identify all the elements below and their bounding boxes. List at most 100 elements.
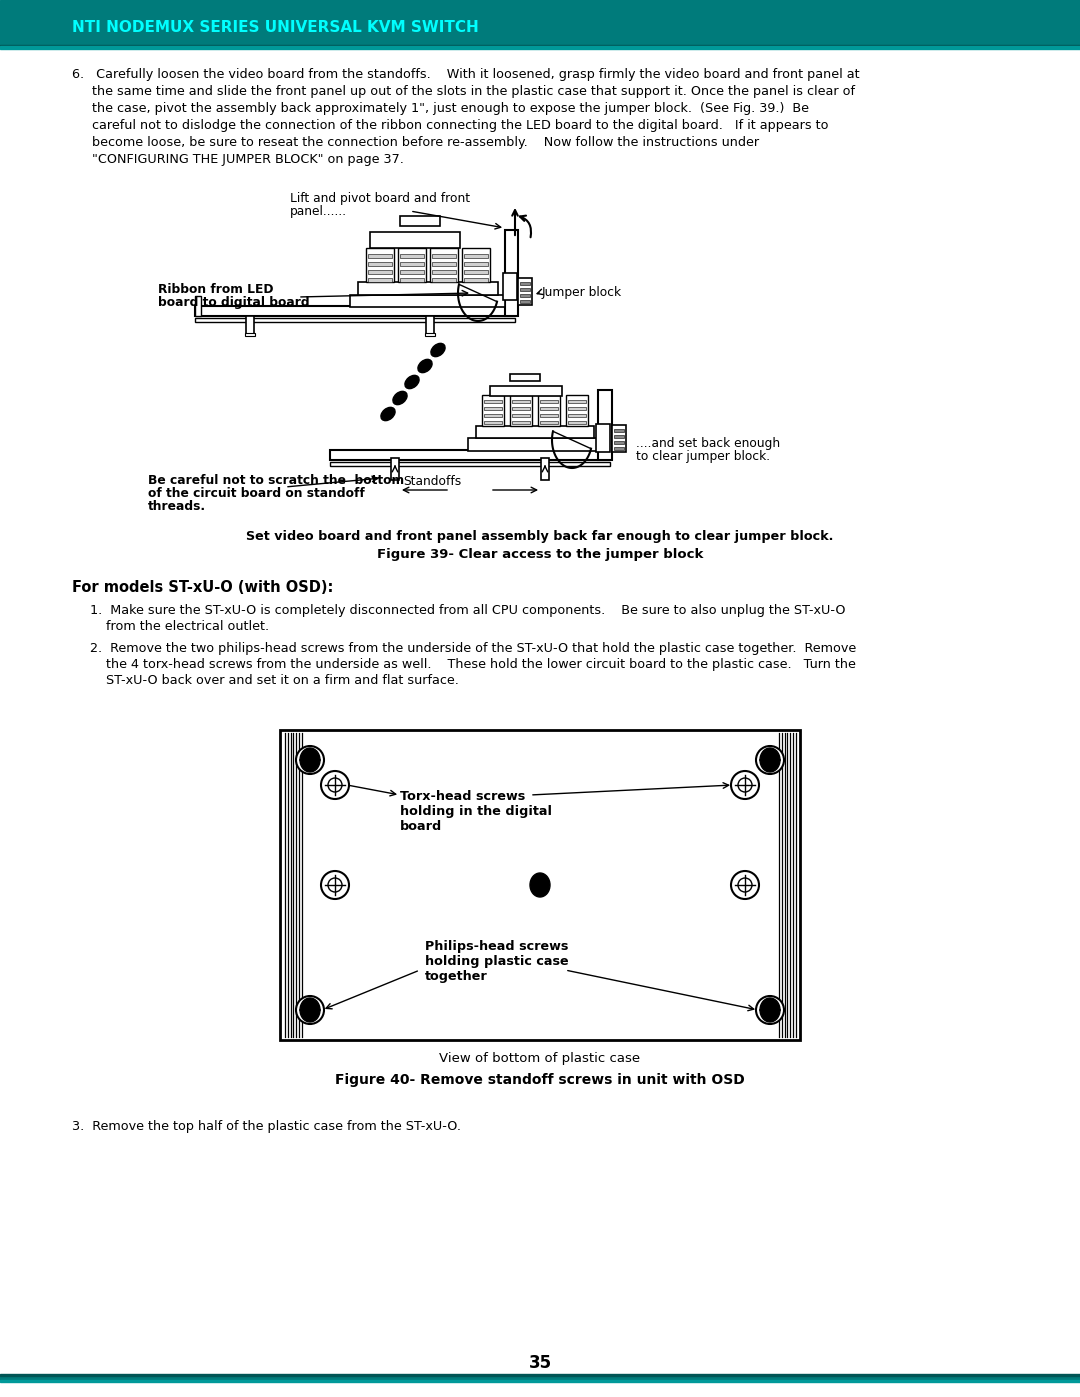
Bar	[519, 293, 530, 298]
Bar	[484, 407, 502, 409]
Text: threads.: threads.	[148, 500, 206, 513]
Text: to clear jumper block.: to clear jumper block.	[636, 450, 770, 462]
Bar	[400, 270, 424, 274]
Bar	[432, 254, 456, 258]
Bar	[195, 319, 515, 321]
Bar	[0, 0, 1080, 46]
Bar	[596, 425, 610, 453]
Circle shape	[303, 753, 318, 767]
Ellipse shape	[431, 344, 445, 356]
Bar	[245, 332, 255, 337]
Ellipse shape	[418, 359, 432, 373]
Text: Jumper block: Jumper block	[542, 286, 622, 299]
Text: from the electrical outlet.: from the electrical outlet.	[90, 620, 269, 633]
Bar	[464, 270, 488, 274]
Bar	[540, 400, 558, 402]
Bar	[503, 272, 517, 300]
Circle shape	[762, 1003, 777, 1017]
Text: Standoffs: Standoffs	[403, 475, 461, 488]
Bar	[464, 278, 488, 282]
Bar	[350, 295, 505, 307]
Text: Figure 40- Remove standoff screws in unit with OSD: Figure 40- Remove standoff screws in uni…	[335, 1073, 745, 1087]
Bar	[512, 420, 530, 425]
Bar	[357, 282, 498, 295]
Bar	[540, 420, 558, 425]
Circle shape	[296, 746, 324, 774]
Bar	[426, 316, 434, 334]
Bar	[368, 270, 392, 274]
Circle shape	[321, 870, 349, 900]
Bar	[0, 46, 1080, 49]
Text: For models ST-xU-O (with OSD):: For models ST-xU-O (with OSD):	[72, 580, 334, 595]
Bar	[464, 254, 488, 258]
Bar	[566, 395, 588, 426]
Text: NTI NODEMUX SERIES UNIVERSAL KVM SWITCH: NTI NODEMUX SERIES UNIVERSAL KVM SWITCH	[72, 21, 478, 35]
Bar	[368, 278, 392, 282]
Bar	[510, 374, 540, 381]
Circle shape	[738, 877, 752, 893]
Bar	[568, 414, 586, 416]
Text: Lift and pivot board and front: Lift and pivot board and front	[291, 191, 470, 205]
Bar	[512, 414, 530, 416]
Bar	[568, 407, 586, 409]
Bar	[484, 414, 502, 416]
Bar	[615, 441, 624, 444]
Circle shape	[762, 753, 777, 767]
Ellipse shape	[760, 997, 780, 1023]
Bar	[484, 420, 502, 425]
Bar	[368, 254, 392, 258]
Ellipse shape	[760, 747, 780, 773]
Circle shape	[328, 877, 342, 893]
Circle shape	[756, 746, 784, 774]
Bar	[280, 731, 800, 1039]
Text: the case, pivot the assembly back approximately 1", just enough to expose the ju: the case, pivot the assembly back approx…	[72, 102, 809, 115]
Circle shape	[296, 996, 324, 1024]
Text: Torx-head screws
holding in the digital
board: Torx-head screws holding in the digital …	[400, 789, 552, 833]
Ellipse shape	[381, 408, 395, 420]
Bar	[512, 400, 530, 402]
Bar	[0, 45, 1080, 47]
Text: Figure 39- Clear access to the jumper block: Figure 39- Clear access to the jumper bl…	[377, 548, 703, 562]
Text: Philips-head screws
holding plastic case
together: Philips-head screws holding plastic case…	[426, 940, 569, 983]
Text: ....and set back enough: ....and set back enough	[636, 437, 780, 450]
Bar	[519, 282, 530, 285]
Bar	[400, 217, 440, 226]
Bar	[482, 395, 504, 426]
Bar	[615, 429, 624, 432]
Bar	[432, 263, 456, 265]
Text: 6.   Carefully loosen the video board from the standoffs.    With it loosened, g: 6. Carefully loosen the video board from…	[72, 68, 860, 81]
Bar	[432, 278, 456, 282]
Bar	[0, 1380, 1080, 1382]
Bar	[426, 332, 435, 337]
Bar	[462, 249, 490, 282]
Bar	[0, 1376, 1080, 1380]
Bar	[366, 249, 394, 282]
Circle shape	[321, 771, 349, 799]
Bar	[370, 232, 460, 249]
Bar	[484, 400, 502, 402]
Text: become loose, be sure to reseat the connection before re-assembly.    Now follow: become loose, be sure to reseat the conn…	[72, 136, 759, 149]
Bar	[612, 425, 626, 453]
Text: Be careful not to scratch the  bottom: Be careful not to scratch the bottom	[148, 474, 404, 488]
Bar	[598, 390, 612, 460]
Circle shape	[738, 778, 752, 792]
Text: Ribbon from LED: Ribbon from LED	[158, 284, 273, 296]
Bar	[540, 407, 558, 409]
Bar	[246, 316, 254, 334]
Bar	[430, 249, 458, 282]
Circle shape	[731, 870, 759, 900]
Text: the 4 torx-head screws from the underside as well.    These hold the lower circu: the 4 torx-head screws from the undersid…	[90, 658, 855, 671]
Text: "CONFIGURING THE JUMPER BLOCK" on page 37.: "CONFIGURING THE JUMPER BLOCK" on page 3…	[72, 154, 404, 166]
Bar	[519, 300, 530, 303]
Bar	[399, 249, 426, 282]
Ellipse shape	[300, 997, 320, 1023]
Bar	[400, 254, 424, 258]
Ellipse shape	[405, 376, 419, 388]
Text: careful not to dislodge the connection of the ribbon connecting the LED board to: careful not to dislodge the connection o…	[72, 119, 828, 131]
Text: 35: 35	[528, 1354, 552, 1372]
Bar	[400, 278, 424, 282]
Bar	[432, 270, 456, 274]
Text: panel......: panel......	[291, 205, 347, 218]
Bar	[505, 231, 518, 316]
Bar	[518, 278, 532, 305]
